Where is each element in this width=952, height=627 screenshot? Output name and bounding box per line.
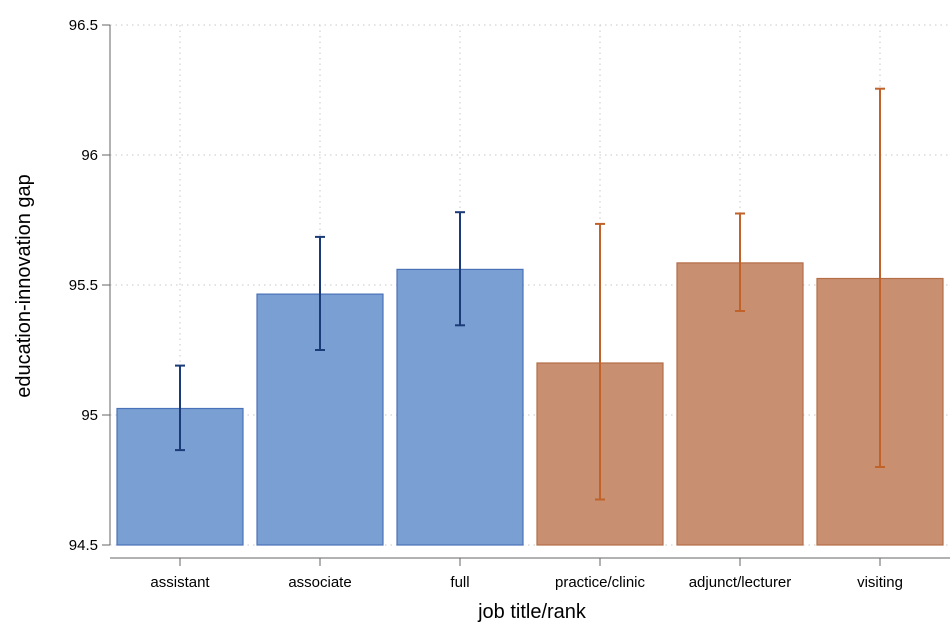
bars xyxy=(116,262,944,546)
x-tick-label: assistant xyxy=(150,574,210,591)
x-tick-label: associate xyxy=(288,574,351,591)
x-tick-label: full xyxy=(450,574,469,591)
bar-associate xyxy=(256,293,384,546)
y-tick-label: 96 xyxy=(81,147,98,164)
x-tick-labels: assistant associate full practice/clinic adj… xyxy=(150,574,903,591)
x-axis-title: job title/rank xyxy=(477,601,587,623)
y-tick-labels: 94.5 95 95.5 96 96.5 xyxy=(69,17,98,554)
axes xyxy=(102,24,950,566)
error-bars xyxy=(175,87,885,501)
y-tick-label: 95 xyxy=(81,407,98,424)
y-tick-label: 95.5 xyxy=(69,277,98,294)
y-axis-title: education-innovation gap xyxy=(13,174,35,398)
y-tick-label: 96.5 xyxy=(69,17,98,34)
x-tick-label: visiting xyxy=(857,574,903,591)
y-tick-label: 94.5 xyxy=(69,537,98,554)
x-tick-label: practice/clinic xyxy=(555,574,646,591)
x-tick-label: adjunct/lecturer xyxy=(689,574,792,591)
